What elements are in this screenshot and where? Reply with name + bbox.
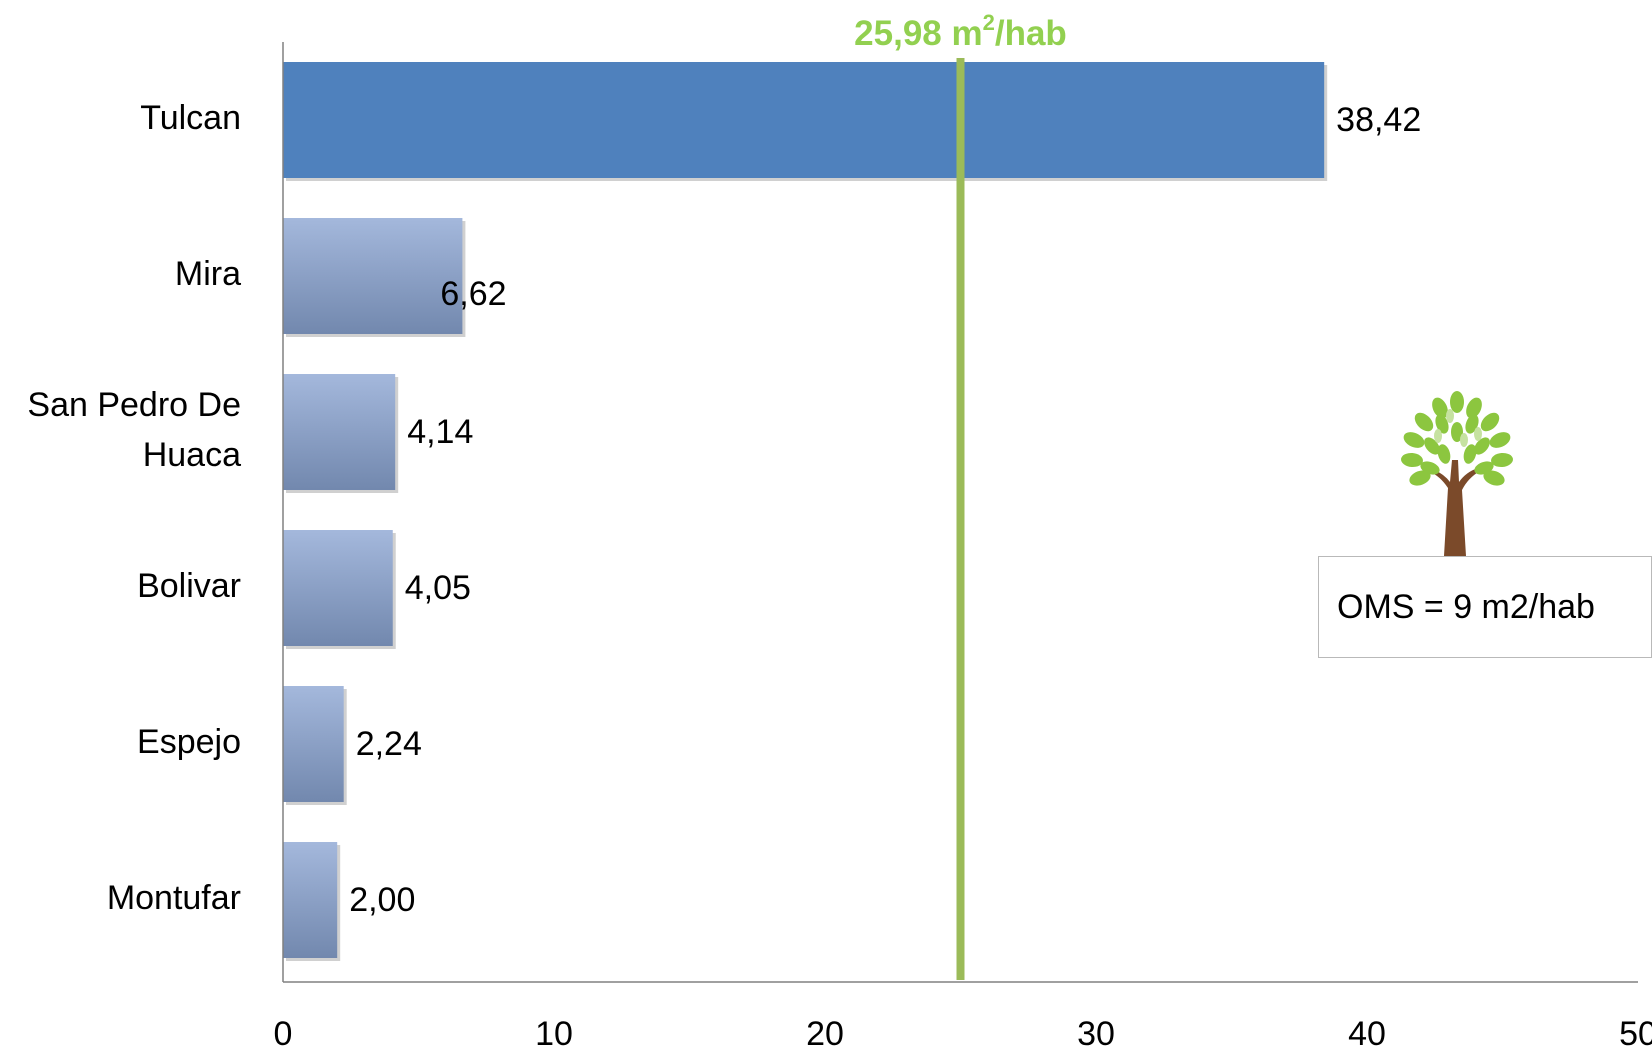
reference-line-group: 25,98 m2/hab [854, 10, 1067, 980]
value-label: 38,42 [1336, 101, 1421, 139]
bar-bolivar [283, 530, 393, 646]
category-label: Espejo [137, 723, 241, 761]
category-labels: Tulcan Mira San Pedro De Huaca Bolivar Espejo… [27, 99, 241, 917]
x-tick-label: 20 [806, 1015, 844, 1053]
x-tick-label: 10 [535, 1015, 573, 1053]
bar-san-pedro-de-huaca [283, 374, 396, 490]
bars [283, 62, 1328, 961]
bar-espejo [283, 686, 344, 802]
value-label: 4,05 [405, 569, 471, 607]
category-label: Tulcan [140, 99, 241, 137]
x-tick-label: 50 [1619, 1015, 1652, 1053]
x-tick-label: 30 [1077, 1015, 1115, 1053]
value-label: 6,62 [440, 275, 506, 313]
x-tick-labels: 0 10 20 30 40 50 [274, 1015, 1652, 1053]
category-label: Huaca [143, 436, 241, 474]
bar-mira [283, 218, 463, 334]
value-label: 4,14 [407, 413, 473, 451]
category-label: Mira [175, 255, 241, 293]
bar-montufar [283, 842, 338, 958]
category-label: Bolivar [137, 567, 241, 605]
oms-note-box: OMS = 9 m2/hab [1318, 556, 1652, 658]
bar-tulcan [283, 62, 1325, 178]
tree-icon [1401, 391, 1513, 556]
category-label: Montufar [107, 879, 241, 917]
x-tick-label: 0 [274, 1015, 293, 1053]
x-tick-label: 40 [1348, 1015, 1386, 1053]
value-label: 2,00 [349, 881, 415, 919]
axes [282, 42, 1638, 983]
value-label: 2,24 [356, 725, 422, 763]
oms-note-text: OMS = 9 m2/hab [1337, 587, 1595, 626]
category-label: San Pedro De [27, 386, 241, 424]
reference-line-label: 25,98 m2/hab [854, 10, 1067, 53]
value-labels: 38,42 6,62 4,14 4,05 2,24 2,00 [349, 101, 1421, 919]
